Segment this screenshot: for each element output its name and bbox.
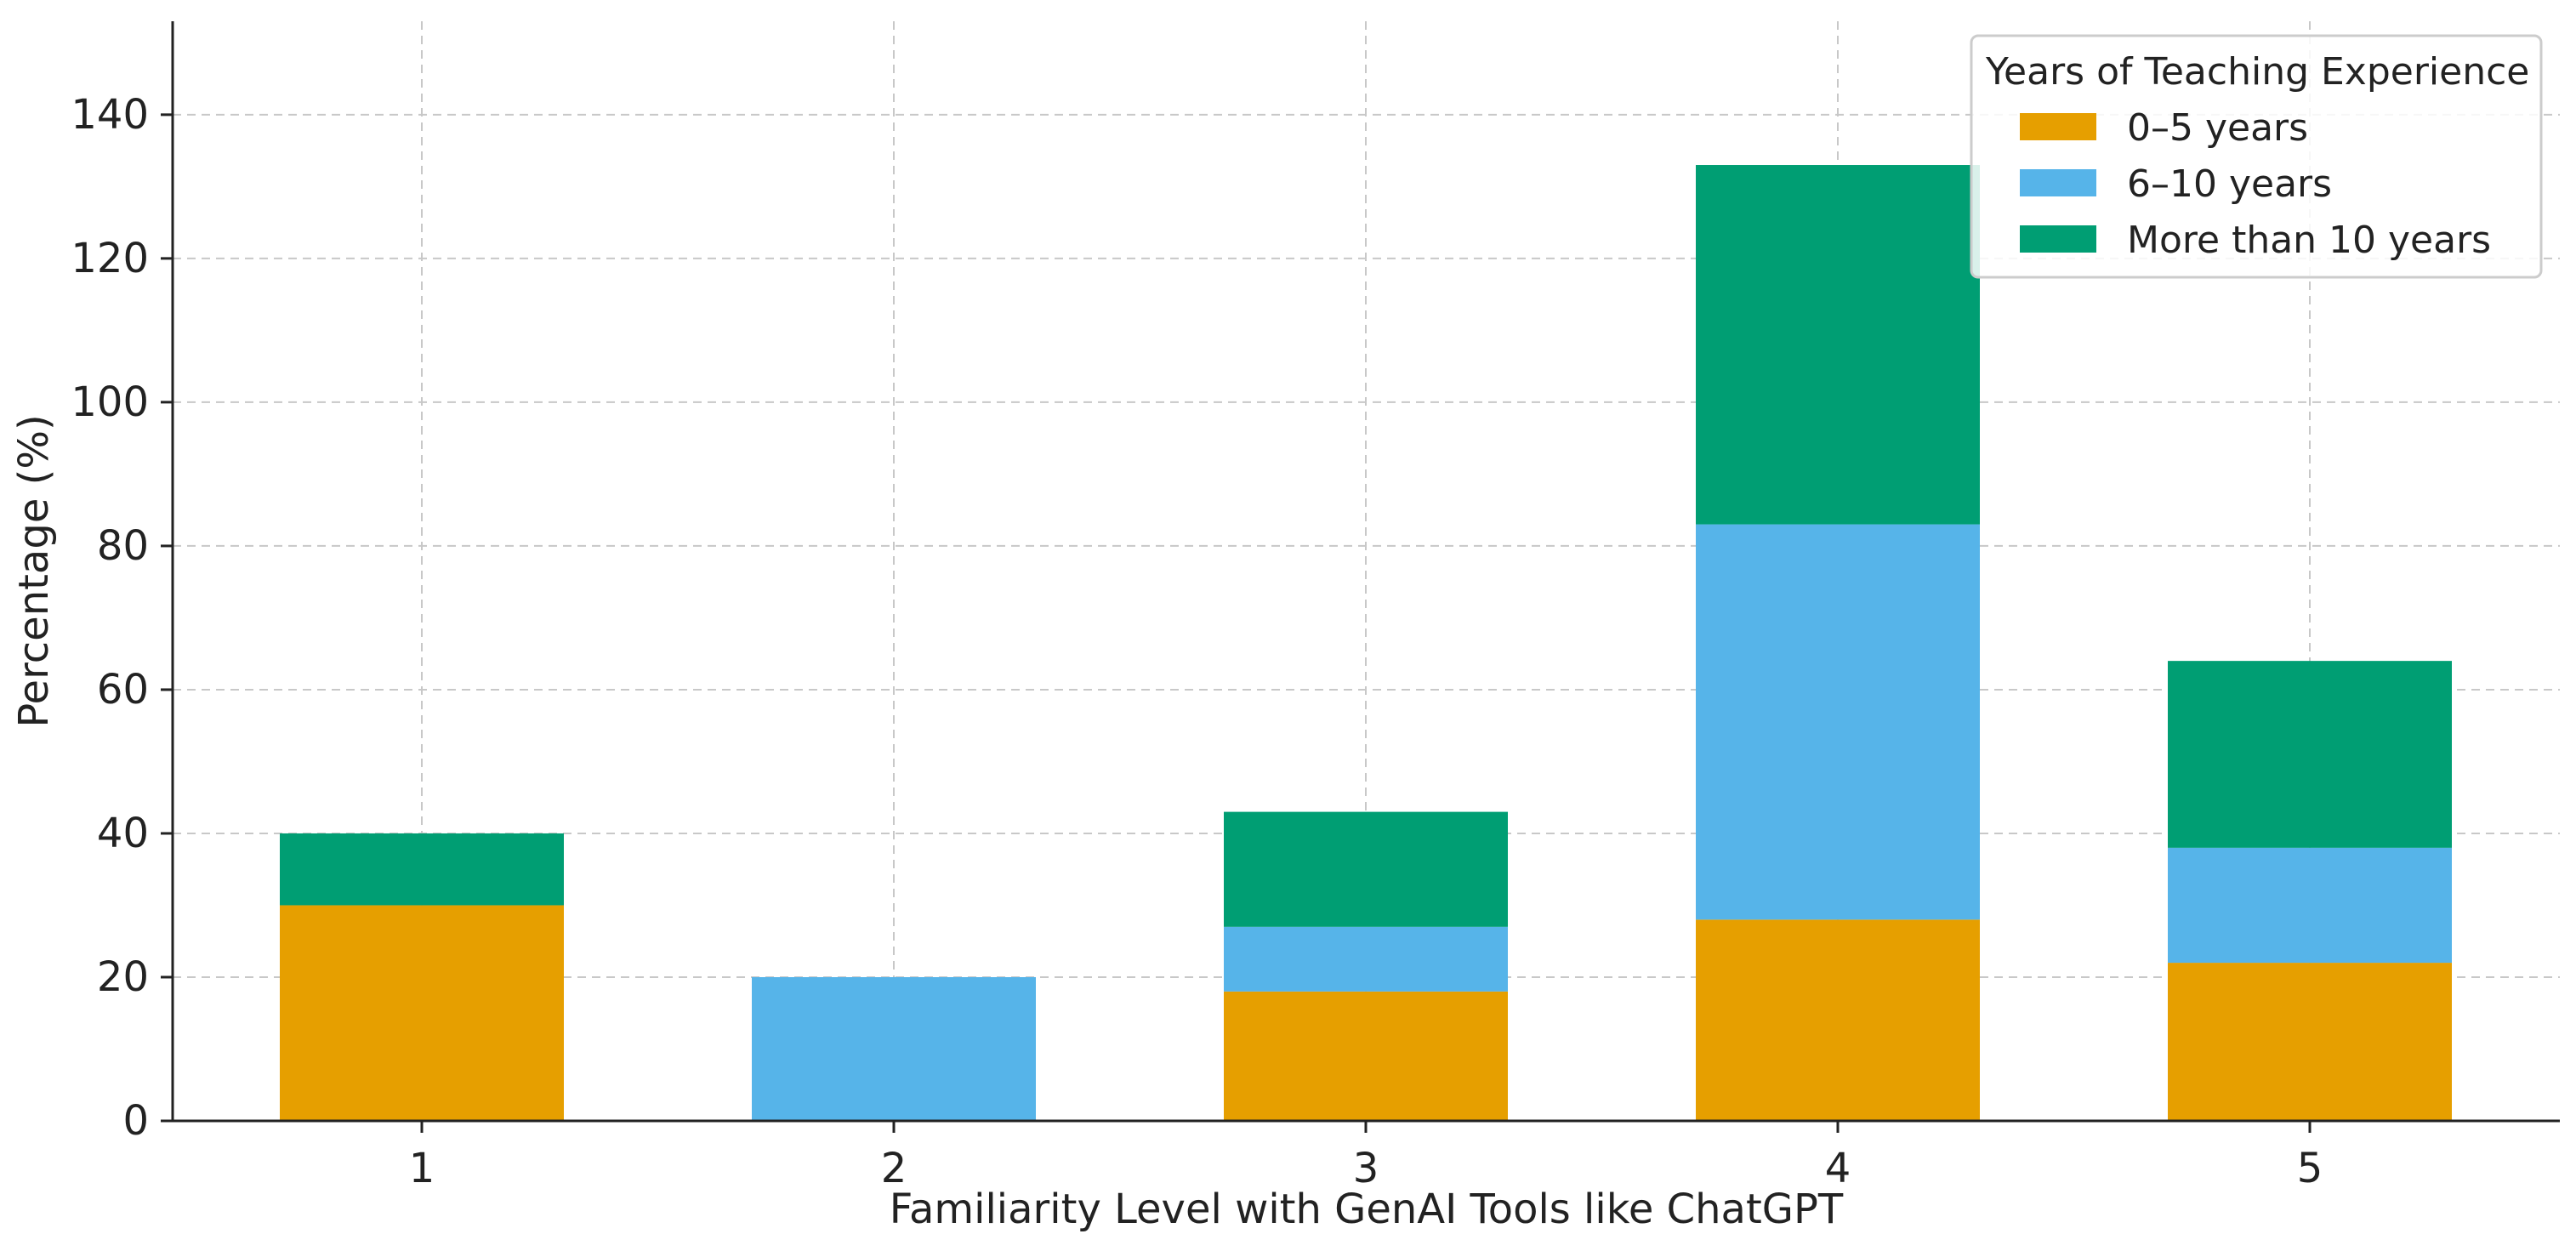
legend-item: More than 10 years xyxy=(2020,219,2491,262)
legend-item: 6–10 years xyxy=(2020,162,2332,206)
bar-segment xyxy=(1696,524,1980,920)
legend-swatch xyxy=(2020,113,2096,140)
bars xyxy=(280,165,2452,1121)
legend-label: 0–5 years xyxy=(2127,106,2308,150)
x-tick-label: 1 xyxy=(409,1145,435,1192)
bar-segment xyxy=(2168,661,2452,848)
x-tick-label: 4 xyxy=(1825,1145,1851,1192)
bar-segment xyxy=(1224,991,1508,1121)
legend-label: 6–10 years xyxy=(2127,162,2332,206)
y-tick-label: 60 xyxy=(97,666,149,714)
legend-items: 0–5 years 6–10 years More than 10 years xyxy=(2020,106,2491,262)
y-tick-label: 40 xyxy=(97,810,149,857)
bar-segment xyxy=(1696,165,1980,525)
y-tick-label: 20 xyxy=(97,953,149,1001)
bar-segment xyxy=(1224,811,1508,927)
x-tick-label: 5 xyxy=(2297,1145,2323,1192)
tick-labels: 0 20 40 60 80 100 120 140 1 2 3 4 5 xyxy=(71,91,2323,1192)
x-tick-label: 2 xyxy=(881,1145,907,1192)
legend-item: 0–5 years xyxy=(2020,106,2308,150)
bar-segment xyxy=(2168,847,2452,964)
y-axis-label: Percentage (%) xyxy=(10,414,58,727)
bar-segment xyxy=(752,976,1036,1121)
bar-segment xyxy=(1696,919,1980,1121)
bar-segment xyxy=(2168,963,2452,1121)
bar-segment xyxy=(280,905,564,1121)
legend-swatch xyxy=(2020,169,2096,196)
y-tick-label: 100 xyxy=(71,378,149,426)
y-tick-label: 0 xyxy=(122,1097,149,1145)
legend-swatch xyxy=(2020,225,2096,253)
legend: Years of Teaching Experience 0–5 years 6–… xyxy=(1970,34,2543,279)
x-tick-label: 3 xyxy=(1353,1145,1379,1192)
legend-title: Years of Teaching Experience xyxy=(1985,50,2529,94)
x-axis-label: Familiarity Level with GenAI Tools like … xyxy=(890,1186,1844,1233)
y-tick-label: 80 xyxy=(97,522,149,570)
bar-segment xyxy=(1224,926,1508,992)
y-tick-label: 140 xyxy=(71,91,149,139)
legend-frame xyxy=(1970,34,2543,279)
bar-segment xyxy=(280,833,564,906)
y-tick-label: 120 xyxy=(71,235,149,282)
legend-label: More than 10 years xyxy=(2127,219,2491,262)
